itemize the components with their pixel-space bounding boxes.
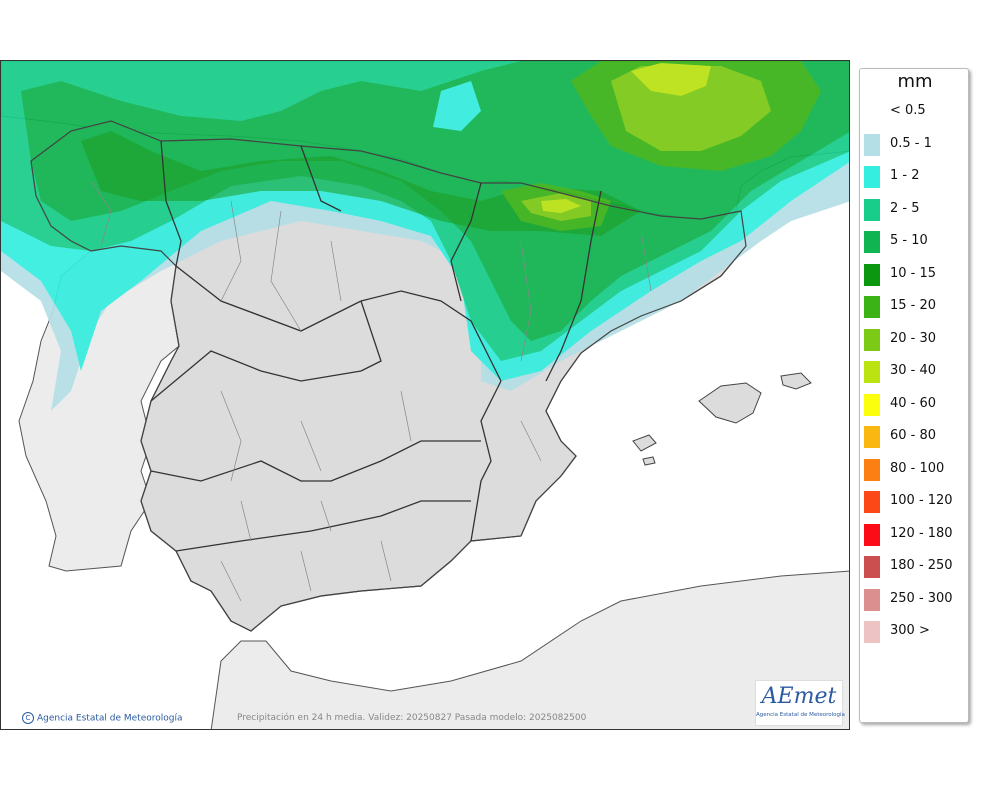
map-frame[interactable] — [0, 60, 850, 730]
legend-label: 15 - 20 — [890, 298, 937, 313]
legend-label: 40 - 60 — [890, 395, 937, 411]
legend-item: 180 - 250 — [860, 550, 970, 580]
legend-item: 30 - 40 — [860, 355, 970, 385]
precipitation-layers — [1, 61, 849, 411]
mallorca-island — [698, 382, 762, 424]
precipitation-map[interactable] — [1, 61, 850, 730]
legend-label: 30 - 40 — [890, 363, 937, 378]
legend-label: 10 - 15 — [890, 265, 937, 281]
legend-swatch — [864, 101, 880, 123]
legend-label: 0.5 - 1 — [890, 135, 932, 151]
legend-item: 10 - 15 — [860, 258, 970, 288]
legend-label: 120 - 180 — [890, 525, 953, 541]
map-caption: Precipitación en 24 h media. Validez: 20… — [237, 713, 587, 723]
spain-outline — [30, 120, 747, 632]
legend-swatch — [864, 523, 880, 546]
ibiza-island — [632, 434, 657, 452]
regional-borders — [150, 140, 602, 552]
legend-label: 2 - 5 — [890, 200, 920, 216]
legend-swatch — [864, 621, 880, 643]
legend-swatch — [864, 263, 880, 286]
legend-swatch — [864, 393, 880, 416]
legend: mm < 0.5 0.5 - 1 1 - 2 2 - 5 5 - 10 10 - 15 15… — [859, 68, 969, 723]
province-borders — [90, 180, 652, 602]
legend-swatch — [864, 426, 880, 448]
legend-swatch — [864, 296, 880, 318]
legend-swatch — [864, 231, 880, 253]
legend-item: 80 - 100 — [860, 453, 970, 483]
legend-label: 80 - 100 — [890, 460, 945, 476]
legend-item: 2 - 5 — [860, 193, 970, 223]
logo-wordmark: AEmet — [761, 684, 837, 709]
legend-item: 0.5 - 1 — [860, 128, 970, 158]
legend-item: 60 - 80 — [860, 420, 970, 450]
legend-swatch — [864, 458, 880, 481]
legend-swatch — [864, 361, 880, 383]
legend-label: 100 - 120 — [890, 493, 953, 508]
menorca-island — [780, 372, 812, 390]
legend-label: 250 - 300 — [890, 590, 953, 606]
formentera-island — [642, 456, 656, 466]
legend-swatch — [864, 166, 880, 188]
legend-label: < 0.5 — [890, 103, 926, 118]
legend-swatch — [864, 198, 880, 221]
aemet-logo: AEmet Agencia Estatal de Meteorología — [755, 680, 845, 726]
precip-zone-10-15 — [81, 131, 641, 236]
copyright-icon: C — [22, 712, 34, 724]
legend-swatch — [864, 556, 880, 578]
logo-subtitle: Agencia Estatal de Meteorología — [756, 712, 845, 718]
africa-land — [210, 570, 849, 729]
legend-item: 1 - 2 — [860, 160, 970, 190]
legend-item: 5 - 10 — [860, 225, 970, 255]
precip-zone-1-2-patch — [433, 81, 481, 131]
legend-swatch — [864, 491, 880, 513]
legend-item: 40 - 60 — [860, 388, 970, 418]
legend-label: 180 - 250 — [890, 558, 953, 573]
legend-label: 20 - 30 — [890, 330, 937, 346]
legend-label: 1 - 2 — [890, 168, 920, 183]
legend-item: 300 > — [860, 615, 970, 645]
legend-title: mm — [897, 71, 933, 92]
precip-zone-30-40 — [631, 63, 711, 96]
legend-swatch — [864, 133, 880, 156]
legend-item: 100 - 120 — [860, 485, 970, 515]
legend-label: 5 - 10 — [890, 233, 928, 248]
legend-item: 250 - 300 — [860, 583, 970, 613]
legend-item: 20 - 30 — [860, 323, 970, 353]
legend-item: < 0.5 — [860, 95, 970, 125]
legend-item: 120 - 180 — [860, 518, 970, 548]
agency-credit: C Agencia Estatal de Meteorología — [22, 712, 183, 724]
legend-label: 300 > — [890, 623, 930, 638]
legend-item: 15 - 20 — [860, 290, 970, 320]
legend-label: 60 - 80 — [890, 428, 937, 443]
precip-zone-30-40-pyrenees — [541, 199, 581, 213]
legend-swatch — [864, 328, 880, 351]
agency-credit-text: Agencia Estatal de Meteorología — [37, 713, 183, 724]
legend-swatch — [864, 588, 880, 611]
